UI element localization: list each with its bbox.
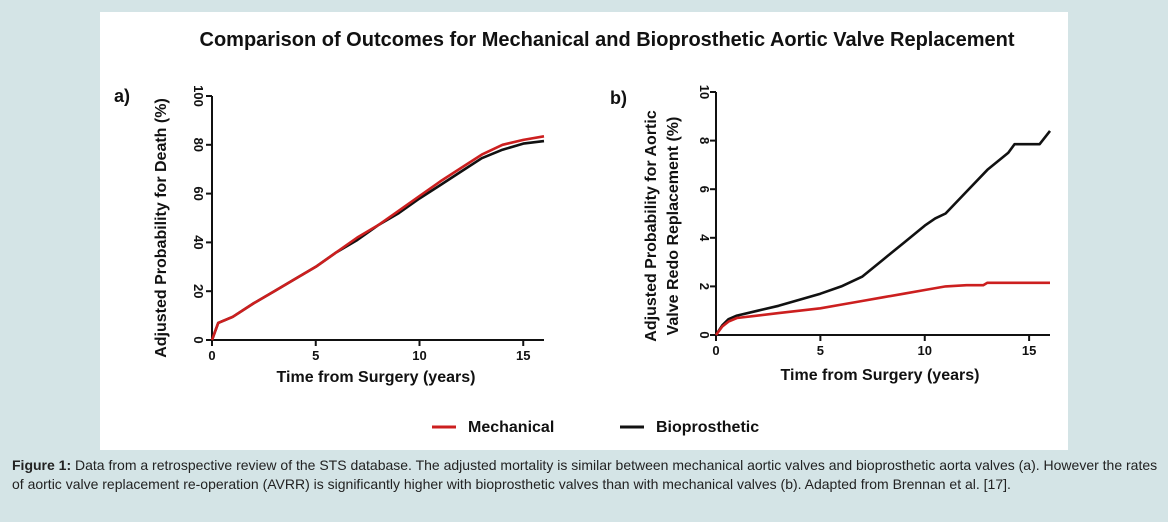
y-tick-label-b: 4 xyxy=(697,234,712,242)
x-tick-label-b: 5 xyxy=(817,343,824,358)
y-axis-label-a: Adjusted Probability for Death (%) xyxy=(153,98,170,358)
legend-label-bioprosthetic: Bioprosthetic xyxy=(656,419,759,436)
y-tick-label-a: 60 xyxy=(191,186,206,200)
y-tick-label-a: 80 xyxy=(191,138,206,152)
figure-caption: Figure 1: Data from a retrospective revi… xyxy=(12,456,1160,494)
chart-panel-a: a) Adjusted Probability for Death (%) Ti… xyxy=(114,85,545,386)
x-axis-label-a: Time from Surgery (years) xyxy=(277,369,476,386)
x-tick-label-a: 15 xyxy=(516,348,530,363)
y-tick-label-b: 6 xyxy=(697,186,712,193)
figure-title: Comparison of Outcomes for Mechanical an… xyxy=(200,29,1015,51)
y-tick-label-b: 0 xyxy=(697,331,712,338)
figure-svg: Comparison of Outcomes for Mechanical an… xyxy=(114,29,1052,436)
panel-label-b: b) xyxy=(610,88,627,108)
legend: Mechanical Bioprosthetic xyxy=(432,419,759,436)
x-tick-label-b: 10 xyxy=(918,343,932,358)
x-tick-label-a: 0 xyxy=(208,348,215,363)
series-line-mechanical-a xyxy=(210,135,545,341)
series-group-b xyxy=(714,130,1052,336)
caption-text: Data from a retrospective review of the … xyxy=(12,457,1158,492)
series-group-a xyxy=(210,135,545,341)
x-tick-label-a: 10 xyxy=(412,348,426,363)
y-axis-label-b-line1: Adjusted Probability for Aortic xyxy=(643,110,660,342)
figure-panel: Comparison of Outcomes for Mechanical an… xyxy=(100,12,1068,450)
y-tick-label-a: 20 xyxy=(191,284,206,298)
series-line-mechanical-b xyxy=(714,281,1050,336)
y-tick-label-b: 2 xyxy=(697,283,712,290)
caption-label: Figure 1: xyxy=(12,457,72,473)
chart-panel-b: b) Adjusted Probability for Aortic Valve… xyxy=(610,85,1052,384)
y-axis-label-b-line2: Valve Redo Replacement (%) xyxy=(665,117,682,336)
axes-a: 0 20 40 60 80 100 0 5 10 15 xyxy=(191,85,544,363)
y-tick-label-a: 40 xyxy=(191,235,206,249)
x-axis-label-b: Time from Surgery (years) xyxy=(781,367,980,384)
legend-label-mechanical: Mechanical xyxy=(468,419,554,436)
y-tick-label-a: 100 xyxy=(191,85,206,107)
x-tick-label-b: 15 xyxy=(1022,343,1036,358)
series-line-bioprosthetic-b xyxy=(714,130,1052,336)
series-line-bioprosthetic-a xyxy=(210,139,545,341)
y-tick-label-b: 10 xyxy=(697,85,712,99)
axes-b: 0 2 4 6 8 10 0 5 10 15 xyxy=(697,85,1050,358)
x-tick-label-a: 5 xyxy=(312,348,319,363)
y-tick-label-a: 0 xyxy=(191,336,206,343)
panel-label-a: a) xyxy=(114,86,130,106)
y-tick-label-b: 8 xyxy=(697,137,712,144)
x-tick-label-b: 0 xyxy=(712,343,719,358)
